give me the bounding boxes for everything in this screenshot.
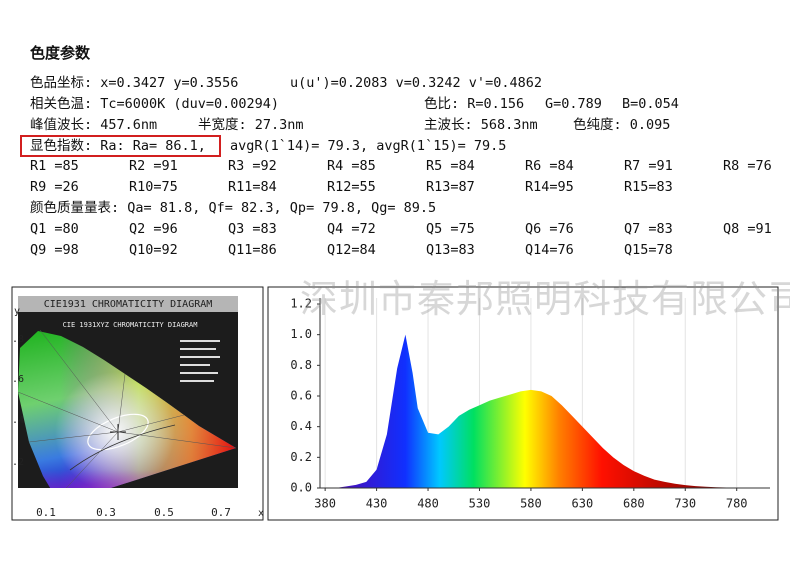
r-value: R11=84 xyxy=(228,179,277,195)
x-tick-label: 0.5 xyxy=(154,506,174,519)
text-line: 相关色温: Tc=6000K (duv=0.00294) xyxy=(30,96,280,112)
q-value: Q12=84 xyxy=(327,242,376,258)
y-tick-label: .4 xyxy=(12,415,24,426)
y-tick-label: 0.6 xyxy=(290,389,312,403)
cie-title: CIE1931 CHROMATICITY DIAGRAM xyxy=(44,299,213,310)
r-value: R7 =91 xyxy=(624,158,673,174)
x-tick-label: 730 xyxy=(674,497,696,511)
text-line: 主波长: 568.3nm xyxy=(424,117,538,133)
r-value: R9 =26 xyxy=(30,179,79,195)
q-value: Q10=92 xyxy=(129,242,178,258)
y-tick-label: .8 xyxy=(12,334,24,345)
watermark: 深圳市秦邦照明科技有限公司 xyxy=(300,277,790,321)
x-tick-label: 530 xyxy=(469,497,491,511)
text-line: 峰值波长: 457.6nm xyxy=(30,117,158,133)
q-value: Q2 =96 xyxy=(129,221,178,237)
text-line: 显色指数: Ra: Ra= 86.1, xyxy=(30,138,206,154)
highlight-box xyxy=(20,135,221,157)
q-value: Q7 =83 xyxy=(624,221,673,237)
text-line: 颜色质量量表: Qa= 81.8, Qf= 82.3, Qp= 79.8, Qg… xyxy=(30,200,437,216)
x-tick-label: 480 xyxy=(417,497,439,511)
text-line: B=0.054 xyxy=(622,96,679,112)
x-tick-label: 0.3 xyxy=(96,506,116,519)
q-value: Q6 =76 xyxy=(525,221,574,237)
x-tick-label: 430 xyxy=(366,497,388,511)
x-tick-label: 580 xyxy=(520,497,542,511)
q-value: Q13=83 xyxy=(426,242,475,258)
r-value: R8 =76 xyxy=(723,158,772,174)
y-tick-label: 1.0 xyxy=(290,327,312,341)
section-title: 色度参数 xyxy=(30,44,91,62)
spectral-locus xyxy=(18,329,237,488)
q-value: Q15=78 xyxy=(624,242,673,258)
cie-inner-title: CIE 1931XYZ CHROMATICITY DIAGRAM xyxy=(63,321,198,329)
text-line: 色品坐标: x=0.3427 y=0.3556 xyxy=(30,75,239,91)
y-tick-label: 0.8 xyxy=(290,358,312,372)
r-value: R6 =84 xyxy=(525,158,574,174)
r-value: R15=83 xyxy=(624,179,673,195)
y-tick-label: .2 xyxy=(12,457,24,468)
r-value: R13=87 xyxy=(426,179,475,195)
q-value: Q5 =75 xyxy=(426,221,475,237)
x-tick-label: 0.7 xyxy=(211,506,231,519)
y-tick-label: 1.2 xyxy=(290,297,312,311)
x-tick-label: 680 xyxy=(623,497,645,511)
text-line: 色比: R=0.156 xyxy=(424,96,525,112)
x-tick-label: 0.1 xyxy=(36,506,56,519)
x-tick-label: 630 xyxy=(572,497,594,511)
r-value: R4 =85 xyxy=(327,158,376,174)
spectrum-area xyxy=(325,334,737,488)
text-line: 半宽度: 27.3nm xyxy=(198,117,304,133)
y-tick-label: .6 xyxy=(12,374,24,385)
q-value: Q4 =72 xyxy=(327,221,376,237)
r-value: R10=75 xyxy=(129,179,178,195)
q-value: Q3 =83 xyxy=(228,221,277,237)
y-tick-label: 0.2 xyxy=(290,450,312,464)
y-tick-label: 0.0 xyxy=(290,481,312,495)
r-value: R3 =92 xyxy=(228,158,277,174)
y-axis-label: y xyxy=(14,306,20,317)
q-value: Q11=86 xyxy=(228,242,277,258)
x-tick-label: 380 xyxy=(314,497,336,511)
text-line: u(u')=0.2083 v=0.3242 v'=0.4862 xyxy=(290,75,542,91)
text-line: 色纯度: 0.095 xyxy=(573,117,671,133)
q-value: Q1 =80 xyxy=(30,221,79,237)
x-axis-label: x xyxy=(258,508,264,519)
q-values: Q1 =80 Q2 =96 Q3 =83 Q4 =72 Q5 =75 Q6 =76 Q7 =… xyxy=(30,220,790,259)
r-value: R14=95 xyxy=(525,179,574,195)
text-line: avgR(1`14)= 79.3, avgR(1`15)= 79.5 xyxy=(230,138,507,154)
r-values: R1 =85 R2 =91 R3 =92 R4 =85 R5 =84 R6 =84 R7 =… xyxy=(30,157,790,196)
r-value: R12=55 xyxy=(327,179,376,195)
diagram-header xyxy=(18,296,238,312)
q-value: Q14=76 xyxy=(525,242,574,258)
q-value: Q8 =91 xyxy=(723,221,772,237)
x-tick-label: 780 xyxy=(726,497,748,511)
y-tick-label: 0.4 xyxy=(290,419,312,433)
text-line: G=0.789 xyxy=(545,96,602,112)
q-value: Q9 =98 xyxy=(30,242,79,258)
r-value: R5 =84 xyxy=(426,158,475,174)
r-value: R2 =91 xyxy=(129,158,178,174)
r-value: R1 =85 xyxy=(30,158,79,174)
